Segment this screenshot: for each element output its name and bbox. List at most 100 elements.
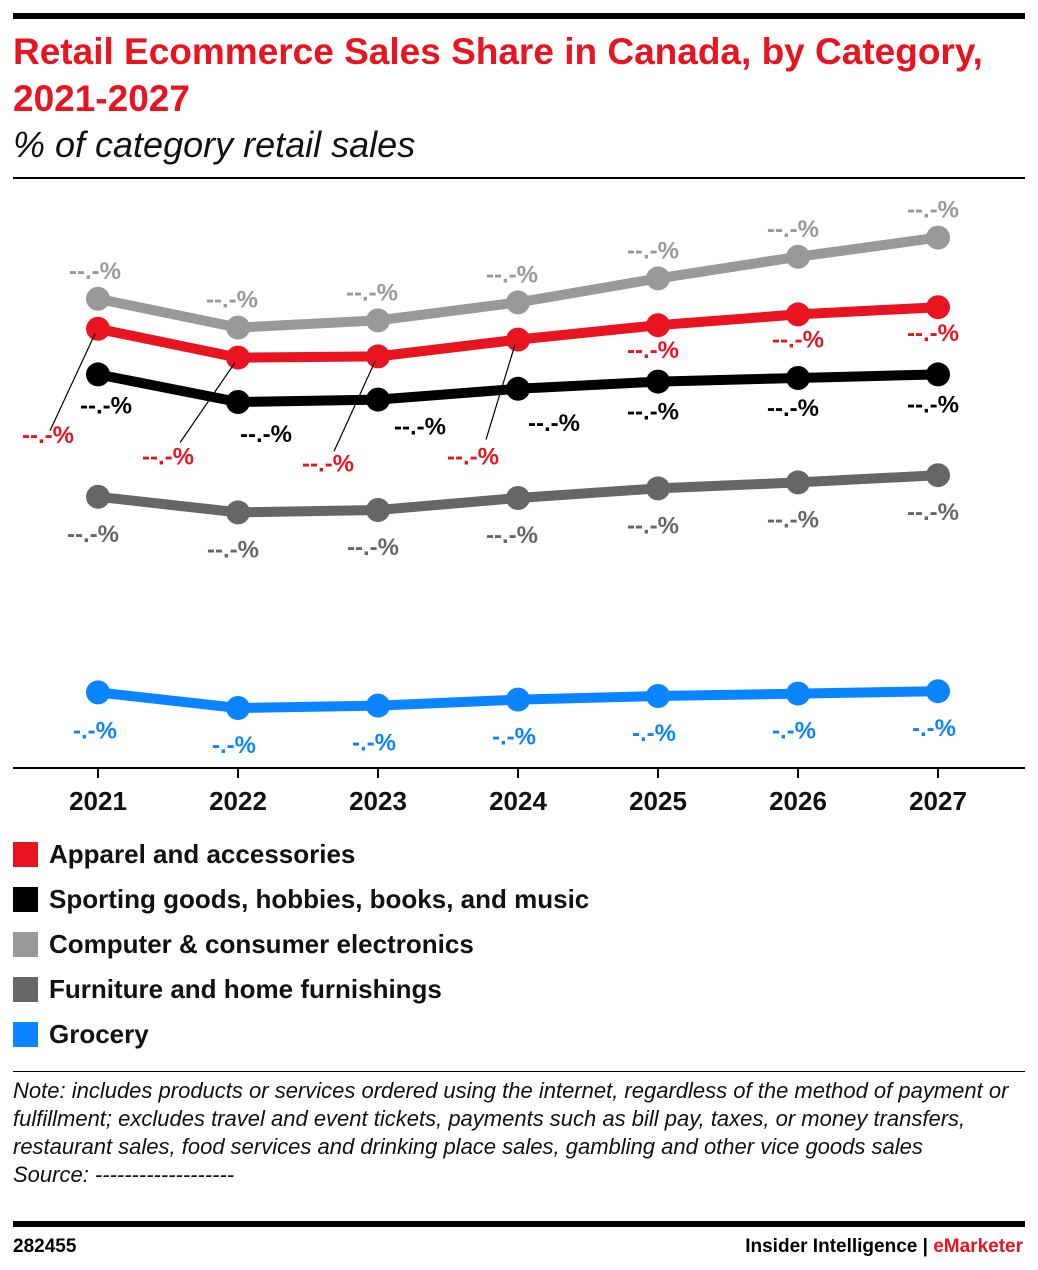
data-label: -.-% — [212, 732, 256, 759]
data-label: --.-% — [67, 521, 119, 548]
legend-label: Sporting goods, hobbies, books, and musi… — [49, 884, 590, 914]
data-label: --.-% — [80, 392, 132, 419]
data-point — [786, 302, 810, 327]
data-point — [366, 308, 390, 333]
data-point — [86, 362, 110, 387]
data-point — [366, 693, 390, 718]
data-label: --.-% — [142, 444, 194, 471]
legend-swatch — [13, 887, 38, 912]
data-label: --.-% — [69, 258, 121, 285]
data-label: -.-% — [492, 724, 536, 751]
source-text: Source: ------------------- — [13, 1162, 235, 1187]
data-label: -.-% — [912, 715, 956, 742]
legend-item: Apparel and accessories — [13, 832, 589, 877]
legend-label: Computer & consumer electronics — [49, 929, 474, 959]
data-label: --.-% — [346, 279, 398, 306]
data-point — [86, 680, 110, 705]
leader-line — [485, 344, 516, 440]
data-label: -.-% — [73, 717, 117, 744]
data-label: --.-% — [907, 197, 959, 224]
leader-line — [49, 333, 96, 432]
data-label: -.-% — [772, 718, 816, 745]
data-label: --.-% — [207, 536, 259, 563]
legend-label: Furniture and home furnishings — [49, 974, 442, 1004]
data-label: --.-% — [347, 534, 399, 561]
x-tick-label: 2021 — [69, 786, 127, 816]
leader-line — [179, 362, 236, 443]
data-point — [506, 376, 530, 401]
data-label: --.-% — [627, 237, 679, 264]
data-label: --.-% — [206, 287, 258, 314]
data-label: --.-% — [528, 410, 580, 437]
legend-swatch — [13, 842, 38, 867]
data-point — [786, 366, 810, 390]
data-point — [646, 266, 670, 291]
data-point — [226, 315, 250, 340]
leader-line — [333, 361, 376, 452]
data-point — [646, 369, 670, 394]
data-point — [366, 387, 390, 412]
brand-right: eMarketer — [933, 1236, 1023, 1257]
x-tick-label: 2025 — [629, 786, 687, 816]
data-point — [86, 286, 110, 311]
data-point — [226, 345, 250, 370]
data-point — [926, 225, 950, 250]
data-point — [506, 486, 530, 510]
note-block: Note: includes products or services orde… — [13, 1077, 1023, 1189]
data-point — [926, 295, 950, 320]
legend-item: Grocery — [13, 1012, 589, 1057]
data-label: --.-% — [394, 414, 446, 441]
data-label: -.-% — [632, 720, 676, 747]
data-label: -.-% — [352, 730, 396, 757]
data-point — [506, 327, 530, 352]
data-label: --.-% — [627, 512, 679, 539]
chart-title: Retail Ecommerce Sales Share in Canada, … — [13, 31, 983, 119]
chart-id: 282455 — [13, 1236, 77, 1257]
x-tick-label: 2024 — [489, 786, 547, 816]
data-point — [926, 362, 950, 387]
data-point — [226, 390, 250, 414]
data-label: --.-% — [767, 506, 819, 533]
data-point — [786, 244, 810, 269]
data-point — [646, 476, 670, 501]
data-point — [926, 679, 950, 704]
data-label: --.-% — [907, 320, 959, 347]
data-label: --.-% — [627, 399, 679, 426]
data-point — [506, 687, 530, 712]
bottom-rule — [13, 1221, 1025, 1227]
x-tick-label: 2022 — [209, 786, 267, 816]
data-label: --.-% — [772, 326, 824, 353]
data-point — [646, 313, 670, 338]
data-label: --.-% — [907, 391, 959, 418]
note-text: Note: includes products or services orde… — [13, 1078, 1009, 1159]
legend-label: Apparel and accessories — [49, 839, 356, 869]
brand-left: Insider Intelligence | — [745, 1236, 934, 1257]
data-point — [226, 500, 250, 525]
data-point — [786, 681, 810, 706]
data-label: --.-% — [767, 395, 819, 422]
data-label: --.-% — [627, 337, 679, 364]
legend-item: Computer & consumer electronics — [13, 922, 589, 967]
data-point — [926, 463, 950, 488]
data-label: --.-% — [767, 216, 819, 243]
data-point — [366, 344, 390, 369]
legend-swatch — [13, 932, 38, 957]
x-tick-label: 2027 — [909, 786, 967, 816]
data-label: --.-% — [486, 261, 538, 288]
data-point — [506, 290, 530, 315]
legend-label: Grocery — [49, 1019, 149, 1049]
brand: Insider Intelligence | eMarketer — [745, 1236, 1023, 1258]
data-point — [786, 470, 810, 495]
data-point — [86, 484, 110, 509]
x-tick-label: 2023 — [349, 786, 407, 816]
legend-item: Furniture and home furnishings — [13, 967, 589, 1012]
data-point — [366, 498, 390, 522]
legend: Apparel and accessories Sporting goods, h… — [13, 832, 589, 1057]
legend-swatch — [13, 1022, 38, 1047]
data-point — [226, 696, 250, 720]
legend-swatch — [13, 977, 38, 1002]
data-label: --.-% — [486, 522, 538, 549]
chart-subtitle: % of category retail sales — [13, 124, 416, 165]
data-label: --.-% — [447, 444, 499, 471]
